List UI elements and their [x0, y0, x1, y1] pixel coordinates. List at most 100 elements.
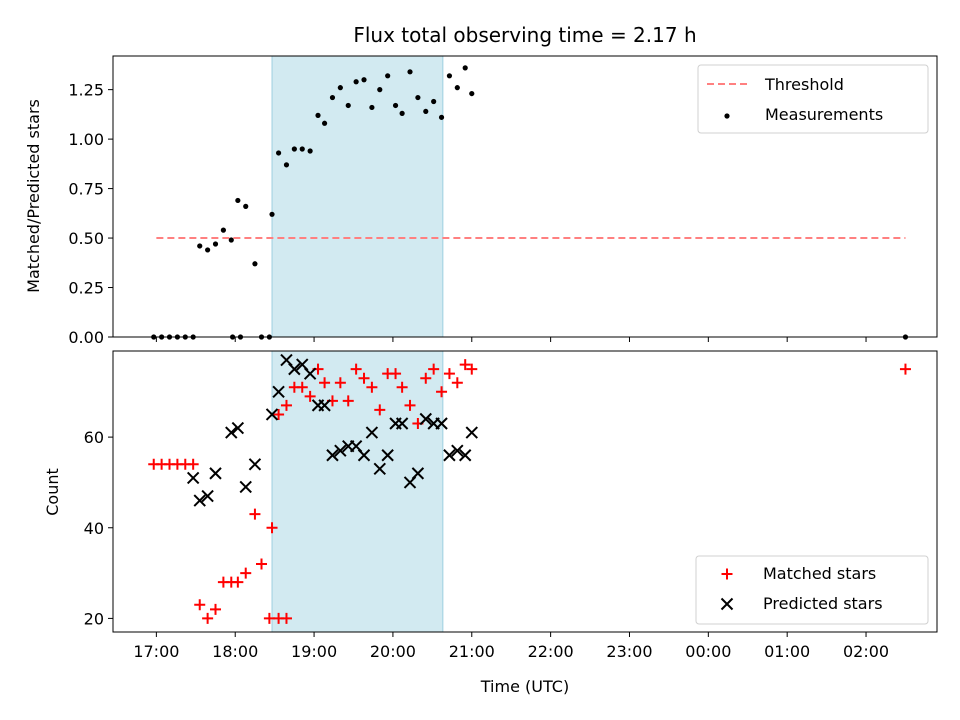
legend-matched-label: Matched stars	[763, 564, 876, 583]
data-point	[304, 390, 316, 402]
data-point	[353, 79, 359, 85]
y-tick-label: 0.50	[68, 229, 104, 248]
data-point	[280, 399, 292, 411]
x-tick-label: 21:00	[449, 642, 495, 661]
data-point	[899, 363, 911, 375]
y-tick-label: 40	[84, 519, 104, 538]
data-point	[273, 408, 285, 420]
data-point	[428, 363, 440, 375]
data-point	[431, 98, 437, 105]
data-point	[269, 211, 275, 217]
data-point	[210, 603, 222, 615]
data-point	[235, 197, 241, 204]
data-point	[231, 421, 245, 435]
data-point	[228, 237, 234, 243]
data-point	[411, 467, 425, 480]
data-point	[358, 372, 370, 384]
data-point	[361, 77, 367, 83]
y-tick-label: 0.75	[68, 180, 104, 199]
data-point	[419, 412, 432, 426]
data-point	[395, 417, 409, 430]
x-tick-label: 20:00	[370, 642, 416, 661]
x-tick-label: 23:00	[606, 642, 652, 661]
data-point	[462, 65, 468, 71]
data-point	[443, 368, 455, 380]
data-point	[423, 108, 429, 115]
legend-predicted-label: Predicted stars	[763, 594, 883, 613]
data-point	[435, 417, 448, 430]
data-point	[225, 426, 238, 439]
legend-measurements-label: Measurements	[765, 105, 883, 124]
data-point	[193, 494, 206, 507]
data-point	[280, 612, 292, 624]
data-point	[415, 94, 421, 101]
data-point	[420, 372, 432, 384]
data-point	[390, 368, 402, 380]
data-point	[232, 576, 244, 588]
data-point	[345, 102, 351, 109]
data-point	[381, 449, 394, 462]
data-point	[252, 261, 258, 267]
y-tick-label: 20	[84, 609, 104, 628]
data-point	[366, 381, 378, 393]
data-point	[186, 471, 200, 485]
data-point	[469, 90, 475, 97]
data-point	[385, 73, 391, 79]
data-point	[263, 612, 275, 624]
x-tick-label: 17:00	[133, 642, 179, 661]
highlight-span	[271, 350, 444, 633]
x-tick-label: 18:00	[212, 642, 258, 661]
x-tick-label: 19:00	[291, 642, 337, 661]
data-point	[187, 458, 199, 470]
data-point	[266, 522, 278, 534]
data-point	[272, 385, 285, 398]
data-point	[243, 203, 249, 209]
panel-1: 20 40 60 17:00 18:00 19:00 20:00 21:00 22:00 23:0…	[84, 350, 938, 661]
bottom-chart-ylabel: Count	[43, 468, 62, 516]
data-point	[334, 377, 346, 389]
data-point	[337, 85, 343, 91]
data-point	[407, 69, 413, 75]
data-point	[342, 395, 354, 407]
axes-frame	[112, 55, 938, 338]
data-point	[458, 449, 472, 462]
legend-box	[697, 64, 929, 134]
data-point	[459, 359, 471, 371]
data-point	[392, 102, 399, 109]
y-tick-label: 0.00	[68, 328, 104, 347]
series-matched-stars	[148, 359, 911, 624]
data-point	[299, 146, 305, 152]
legend-predicted-swatch	[720, 597, 734, 611]
data-point	[454, 85, 460, 91]
data-point	[283, 162, 290, 168]
data-point	[239, 480, 252, 494]
data-point	[465, 426, 478, 439]
data-point	[201, 489, 214, 503]
top-chart-title: Flux total observing time = 2.17 h	[353, 23, 696, 47]
data-point	[275, 150, 282, 156]
data-point	[212, 241, 219, 247]
y-tick-label: 1.25	[68, 81, 104, 100]
data-point	[220, 227, 226, 233]
data-point	[319, 377, 331, 389]
x-tick-label: 22:00	[528, 642, 574, 661]
legend-matched-swatch	[721, 568, 733, 580]
data-point	[451, 444, 464, 457]
x-tick-label: 00:00	[685, 642, 731, 661]
data-point	[209, 467, 222, 480]
data-point	[248, 458, 262, 471]
plot-area-group: 0.00 0.25 0.50 0.75 1.00 1.25 Threshold Measure…	[68, 55, 938, 661]
y-tick-label: 1.00	[68, 130, 104, 149]
data-point	[396, 381, 408, 393]
data-point	[373, 462, 386, 476]
data-point	[399, 110, 405, 116]
data-point	[296, 381, 308, 393]
legend-measurements-swatch	[724, 113, 730, 119]
data-point	[197, 243, 203, 249]
bottom-chart-xlabel: Time (UTC)	[480, 677, 569, 696]
data-point	[438, 114, 445, 120]
data-point	[436, 386, 448, 398]
data-point	[194, 599, 206, 611]
data-point	[404, 399, 416, 411]
series-predicted-stars	[186, 353, 478, 507]
